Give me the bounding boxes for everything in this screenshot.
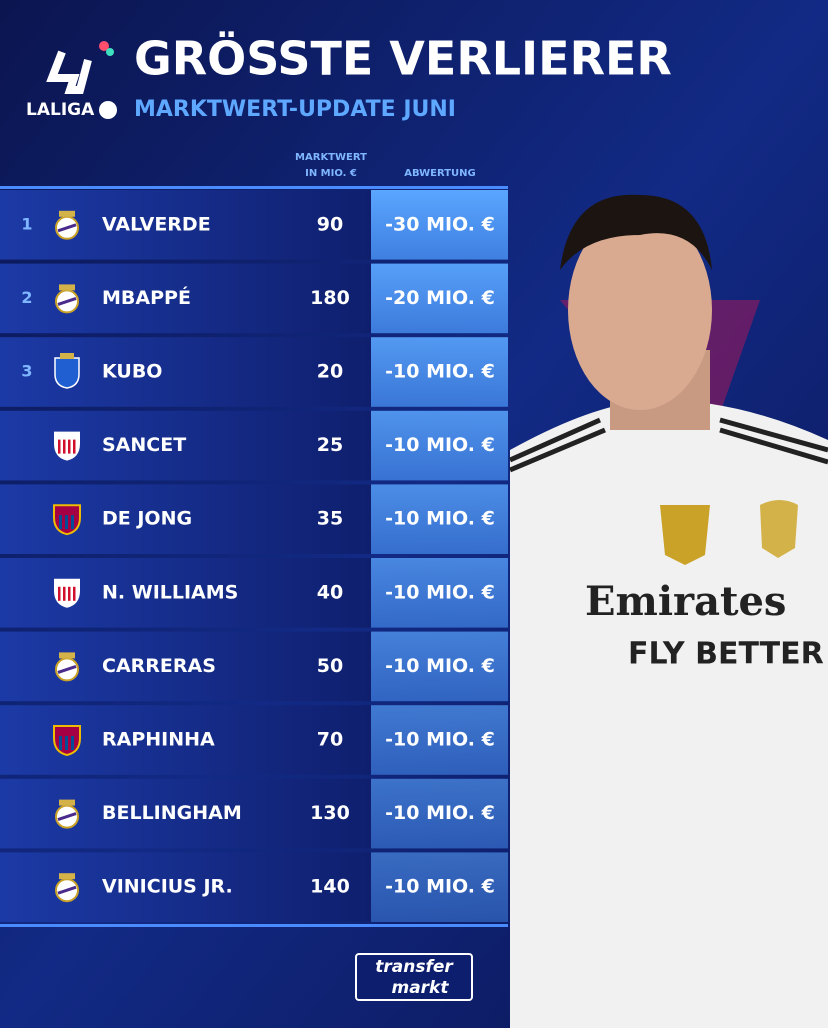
crest-shape	[59, 873, 75, 880]
crest-shape	[65, 515, 68, 530]
market-value: 25	[317, 434, 343, 456]
player-name: CARRERAS	[102, 655, 216, 677]
column-header: MARKTWERT	[295, 152, 367, 163]
change-cell	[371, 778, 508, 849]
market-value: 35	[317, 508, 343, 530]
market-value: 180	[310, 287, 350, 309]
club-crest	[53, 725, 81, 757]
crest-shape	[58, 586, 61, 601]
crest-shape	[68, 586, 71, 601]
player-name: KUBO	[102, 361, 162, 383]
column-header: IN MIO. €	[305, 168, 357, 179]
title: GRÖSSTE VERLIERER	[134, 32, 672, 86]
player-photo: Emirates FLY BETTER	[508, 194, 828, 1028]
club-crest	[55, 210, 79, 240]
devaluation: -10 MIO. €	[385, 876, 495, 898]
player-name: BELLINGHAM	[102, 802, 242, 824]
market-value: 90	[317, 213, 343, 235]
player-name: VINICIUS JR.	[102, 876, 233, 898]
club-crest	[55, 652, 79, 682]
change-cell	[371, 410, 508, 481]
market-value: 20	[317, 361, 343, 383]
club-crest	[55, 873, 79, 903]
crest-shape	[59, 736, 62, 750]
market-value: 70	[317, 729, 343, 751]
crest-shape	[59, 652, 75, 659]
subtitle: MARKTWERT-UPDATE JUNI	[134, 97, 456, 122]
crest-shape	[57, 664, 77, 674]
player-name: N. WILLIAMS	[102, 581, 238, 603]
devaluation: -10 MIO. €	[385, 581, 495, 603]
player-name: RAPHINHA	[102, 729, 215, 751]
devaluation: -10 MIO. €	[385, 434, 495, 456]
player-name: SANCET	[102, 434, 186, 456]
crest-shape	[73, 586, 76, 601]
club-crest	[55, 799, 79, 829]
crest-shape	[58, 439, 61, 454]
market-value: 130	[310, 802, 350, 824]
crest-shape	[63, 586, 66, 601]
player-name: MBAPPÉ	[102, 286, 191, 309]
brand-text: markt	[391, 978, 449, 998]
devaluation: -20 MIO. €	[385, 287, 495, 309]
table: 1 VALVERDE 90 -30 MIO. € 2 MBAPPÉ 180 -20 MIO. …	[0, 190, 508, 927]
crest-shape	[59, 515, 62, 530]
change-cell	[371, 190, 508, 260]
club-crest	[53, 504, 81, 536]
crest-shape	[59, 799, 75, 806]
crest-shape	[57, 223, 77, 233]
crest-shape	[73, 439, 76, 454]
market-value: 140	[310, 876, 350, 898]
crest-shape	[57, 296, 77, 306]
shirt-text: FLY BETTER	[628, 637, 824, 672]
rank: 1	[21, 214, 32, 233]
change-cell	[371, 852, 508, 922]
change-cell	[371, 558, 508, 628]
column-header: ABWERTUNG	[404, 168, 475, 179]
devaluation: -30 MIO. €	[385, 213, 495, 235]
crest-shape	[59, 210, 75, 217]
crest-shape	[71, 736, 74, 750]
crest-shape	[71, 515, 74, 530]
player-name: DE JONG	[102, 508, 192, 530]
devaluation: -10 MIO. €	[385, 361, 495, 383]
change-cell	[371, 631, 508, 702]
crest-shape	[63, 439, 66, 454]
club-crest	[54, 578, 80, 608]
change-cell	[371, 263, 508, 334]
crest-shape	[60, 353, 74, 359]
club-crest	[54, 353, 80, 389]
devaluation: -10 MIO. €	[385, 508, 495, 530]
logo-text: LALIGA	[26, 100, 95, 120]
change-cell	[371, 337, 508, 407]
crest-shape	[57, 885, 77, 895]
crest-shape	[54, 357, 80, 389]
player-name: VALVERDE	[102, 213, 211, 235]
devaluation: -10 MIO. €	[385, 729, 495, 751]
rank: 3	[21, 362, 32, 381]
rule	[0, 186, 508, 189]
crest-shape	[68, 439, 71, 454]
club-crest	[55, 284, 79, 314]
brand-text: transfer	[375, 957, 454, 977]
change-cell	[371, 484, 508, 554]
crest-shape	[65, 736, 68, 750]
market-value: 50	[317, 655, 343, 677]
transfermarkt-logo: transfer markt	[355, 953, 473, 1001]
crest-shape	[59, 284, 75, 291]
rank: 2	[21, 288, 32, 307]
market-value: 40	[317, 581, 343, 603]
devaluation: -10 MIO. €	[385, 655, 495, 677]
club-crest	[54, 431, 80, 461]
change-cell	[371, 705, 508, 775]
laliga-logo: LALIGA	[26, 41, 117, 120]
shirt-text: Emirates	[585, 578, 786, 625]
rule	[0, 924, 508, 927]
devaluation: -10 MIO. €	[385, 802, 495, 824]
crest-shape	[57, 812, 77, 822]
